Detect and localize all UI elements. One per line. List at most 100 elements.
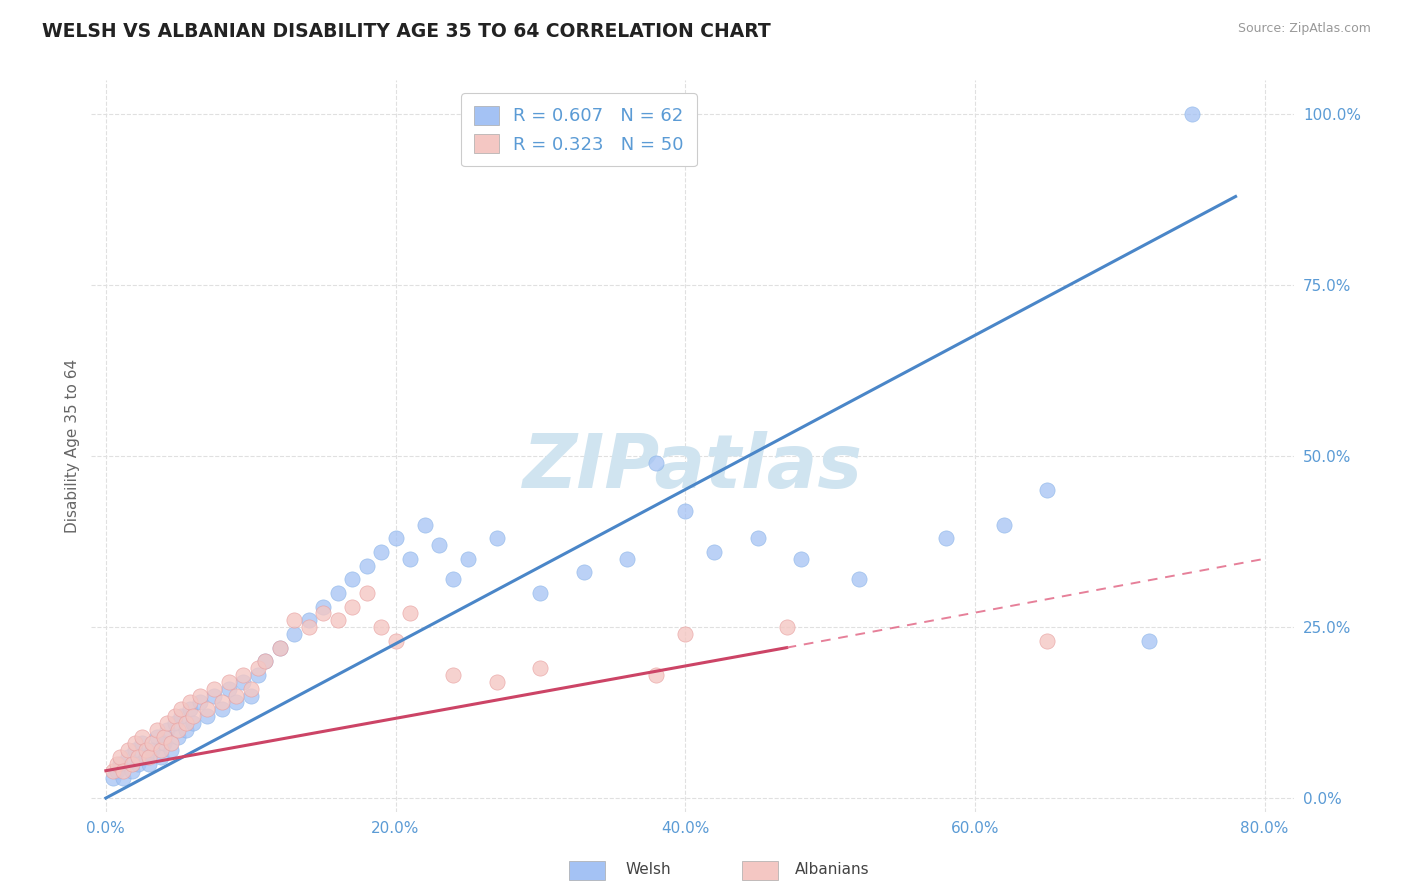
Point [326,613,349,627]
Point [1137,633,1160,648]
Point [370,620,392,634]
Point [112,771,135,785]
Point [107,756,129,771]
Point [204,681,226,696]
Point [188,695,211,709]
Point [101,771,124,785]
Text: Source: ZipAtlas.com: Source: ZipAtlas.com [1237,22,1371,36]
Point [124,736,146,750]
Point [239,681,262,696]
Point [326,586,349,600]
Point [145,730,167,744]
Point [121,764,143,778]
Point [204,689,226,703]
Point [131,736,153,750]
Point [145,723,167,737]
Text: WELSH VS ALBANIAN DISABILITY AGE 35 TO 64 CORRELATION CHART: WELSH VS ALBANIAN DISABILITY AGE 35 TO 6… [42,22,770,41]
Point [269,640,291,655]
Point [135,743,157,757]
Point [848,572,870,586]
Point [269,640,291,655]
Point [232,668,254,682]
Text: Welsh: Welsh [626,863,671,877]
Point [485,674,508,689]
Point [298,613,321,627]
Point [239,689,262,703]
Point [141,736,163,750]
Point [211,702,233,716]
Point [149,743,172,757]
Point [246,661,269,675]
Point [170,702,193,716]
Point [112,764,135,778]
Point [160,743,183,757]
Point [232,674,254,689]
Point [218,674,240,689]
Point [645,668,668,682]
Point [340,572,363,586]
Point [179,702,201,716]
Point [457,551,479,566]
Point [356,586,378,600]
Text: ZIPatlas: ZIPatlas [523,432,862,505]
Point [246,668,269,682]
Point [370,545,392,559]
Point [529,661,551,675]
Point [195,709,218,723]
Point [127,756,149,771]
Point [181,715,204,730]
Point [225,689,247,703]
Point [218,681,240,696]
Point [179,695,201,709]
Point [993,517,1015,532]
Point [149,750,172,764]
Point [195,702,218,716]
Point [790,551,813,566]
Point [170,709,193,723]
Point [165,715,187,730]
Point [443,572,465,586]
Point [211,695,233,709]
Y-axis label: Disability Age 35 to 64: Disability Age 35 to 64 [65,359,80,533]
Point [1036,633,1059,648]
Point [225,695,247,709]
Point [283,627,305,641]
Point [121,756,143,771]
Point [165,709,187,723]
Point [254,654,277,668]
Point [747,531,769,545]
Point [160,736,183,750]
Point [181,709,204,723]
Point [107,764,129,778]
Point [485,531,508,545]
Point [138,756,160,771]
Point [427,538,450,552]
Point [101,764,124,778]
Point [572,566,595,580]
Point [117,743,139,757]
Point [283,613,305,627]
Point [298,620,321,634]
Point [673,504,696,518]
Point [673,627,696,641]
Point [1036,483,1059,498]
Point [340,599,363,614]
Point [254,654,277,668]
Point [399,551,422,566]
Point [153,736,176,750]
Point [117,750,139,764]
Point [167,723,190,737]
Point [384,633,406,648]
Text: Albanians: Albanians [794,863,869,877]
Point [384,531,406,545]
Point [703,545,725,559]
Point [174,715,197,730]
Point [138,750,160,764]
Point [529,586,551,600]
Point [131,730,153,744]
Point [124,743,146,757]
Point [645,456,668,470]
Point [443,668,465,682]
Point [356,558,378,573]
Point [167,730,190,744]
